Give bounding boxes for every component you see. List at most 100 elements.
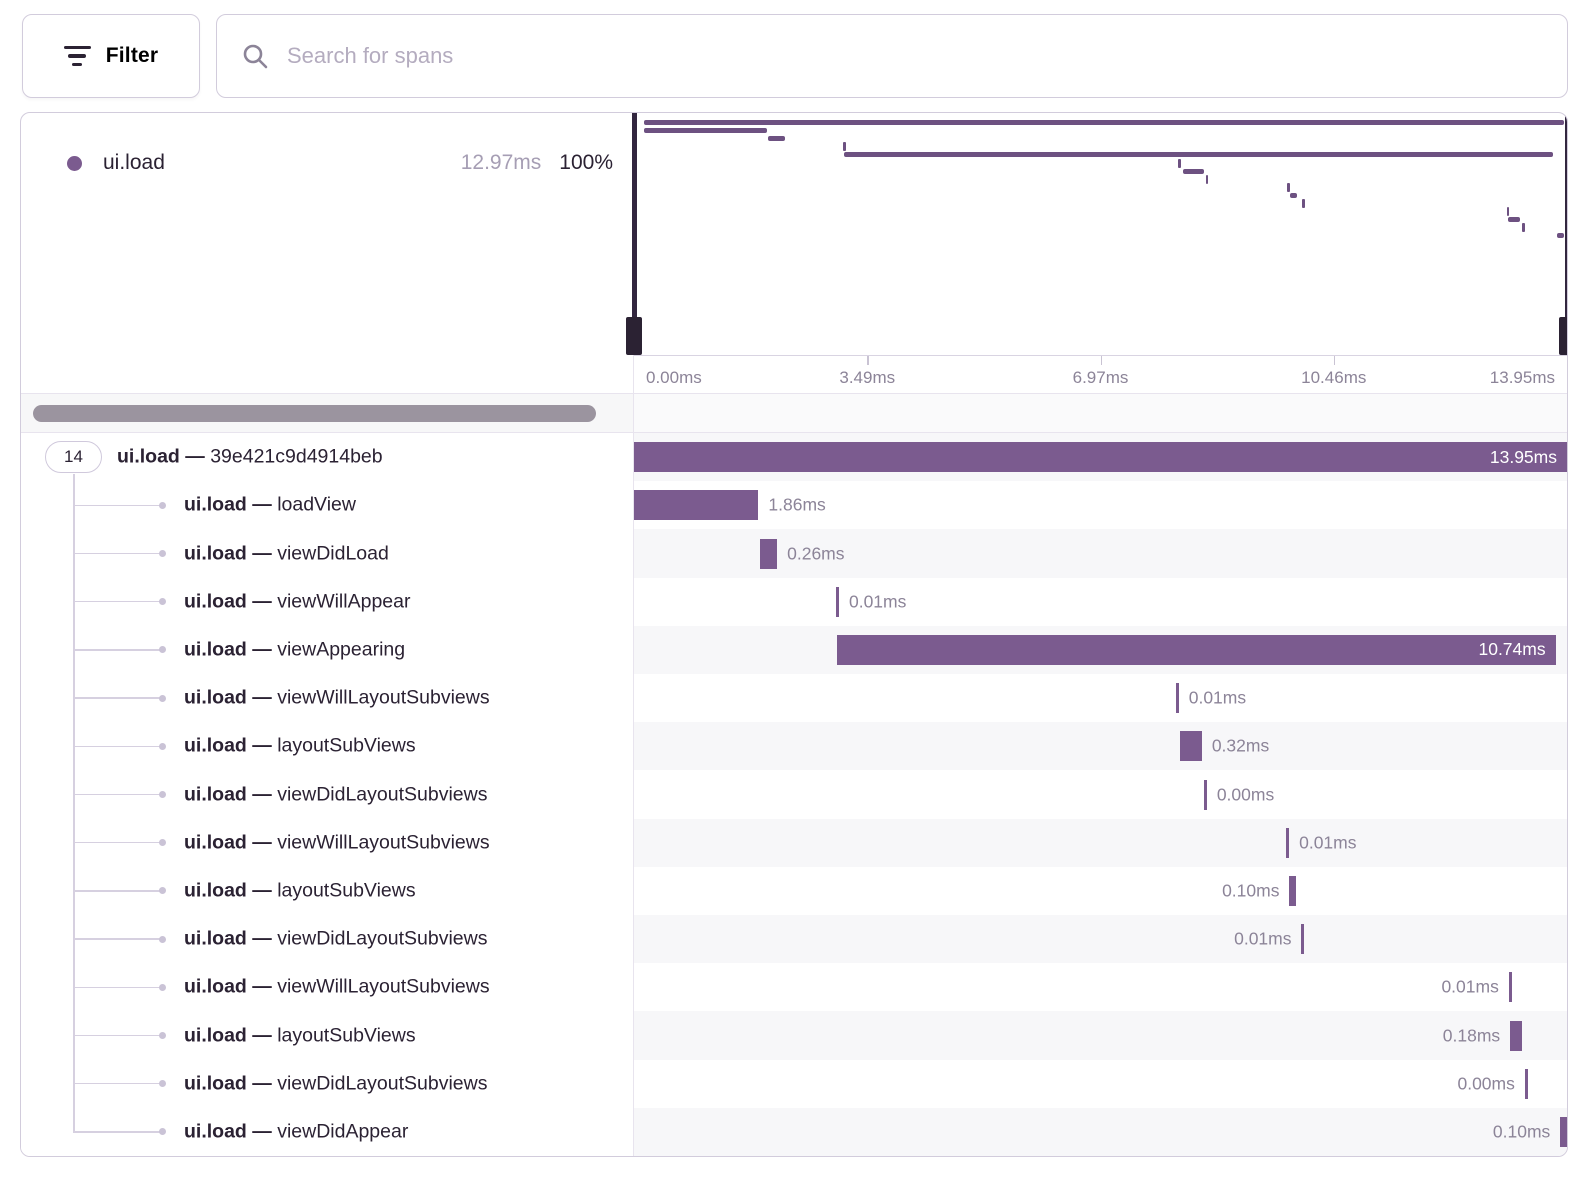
span-row[interactable]: 14 ui.load — 39e421c9d4914beb 13.95ms <box>21 433 1567 482</box>
span-timeline-cell: 0.26ms <box>634 529 1567 578</box>
minimap[interactable] <box>626 113 1567 355</box>
tree-connector-line <box>73 697 161 699</box>
span-bar[interactable] <box>835 586 839 617</box>
trace-panel: ui.load 12.97ms 100% 0.00ms 3.49ms <box>20 112 1568 1157</box>
span-timeline-cell: 0.00ms <box>634 770 1567 819</box>
span-tree-cell[interactable]: 14 ui.load — 39e421c9d4914beb <box>21 433 634 482</box>
axis-label-3: 10.46ms <box>1301 368 1367 387</box>
search-box[interactable] <box>216 14 1568 98</box>
span-bar[interactable] <box>1301 924 1305 955</box>
minimap-span <box>1287 182 1290 192</box>
filter-button[interactable]: Filter <box>22 14 200 98</box>
span-tree-cell[interactable]: ui.load — viewDidLoad <box>21 529 634 578</box>
minimap-span <box>1290 192 1297 198</box>
span-row[interactable]: ui.load — layoutSubViews 0.18ms <box>21 1011 1567 1060</box>
span-tree-cell[interactable]: ui.load — layoutSubViews <box>21 1011 634 1060</box>
span-timeline-cell: 0.01ms <box>634 577 1567 626</box>
span-timeline-cell: 0.01ms <box>634 963 1567 1012</box>
span-tree-cell[interactable]: ui.load — viewAppearing <box>21 625 634 675</box>
span-duration: 0.10ms <box>1222 880 1280 901</box>
tree-connector-line <box>73 745 161 748</box>
span-row[interactable]: ui.load — viewWillLayoutSubviews 0.01ms <box>21 674 1567 723</box>
span-count-badge[interactable]: 14 <box>45 441 102 474</box>
span-tree-cell[interactable]: ui.load — viewDidLayoutSubviews <box>21 770 634 819</box>
span-bar[interactable] <box>1286 827 1290 858</box>
span-bar[interactable] <box>1560 1116 1567 1147</box>
span-timeline-cell: 10.74ms <box>634 625 1567 675</box>
span-bar[interactable] <box>1180 731 1202 762</box>
toolbar: Filter <box>22 14 1568 98</box>
span-duration: 0.00ms <box>1457 1073 1515 1094</box>
span-tree-cell[interactable]: ui.load — viewWillLayoutSubviews <box>21 674 634 723</box>
tree-connector-line <box>73 890 161 892</box>
legend-color-dot-icon <box>67 155 82 171</box>
span-label: ui.load — viewDidLoad <box>184 542 389 564</box>
span-bar[interactable]: 10.74ms <box>837 634 1556 665</box>
tree-connector-line <box>73 1107 75 1132</box>
legend-panel: ui.load 12.97ms 100% <box>21 113 634 393</box>
span-row[interactable]: ui.load — viewWillLayoutSubviews 0.01ms <box>21 963 1567 1012</box>
span-row[interactable]: ui.load — viewWillLayoutSubviews 0.01ms <box>21 818 1567 867</box>
span-duration: 0.01ms <box>1188 687 1247 708</box>
span-timeline-cell: 0.32ms <box>634 722 1567 771</box>
minimap-span <box>644 128 767 134</box>
span-row[interactable]: ui.load — loadView 1.86ms <box>21 481 1567 530</box>
span-bar[interactable] <box>1508 972 1512 1003</box>
span-duration: 13.95ms <box>1489 446 1557 467</box>
span-row[interactable]: ui.load — layoutSubViews 0.10ms <box>21 866 1567 916</box>
span-duration: 0.01ms <box>1299 832 1357 853</box>
span-tree-cell[interactable]: ui.load — layoutSubViews <box>21 866 634 916</box>
tree-connector-dot <box>159 598 166 606</box>
span-tree-cell[interactable]: ui.load — layoutSubViews <box>21 722 634 771</box>
tree-connector-dot <box>159 501 166 509</box>
span-timeline-cell: 0.01ms <box>634 915 1567 964</box>
axis-label-4: 13.95ms <box>1489 368 1555 387</box>
span-bar[interactable] <box>759 538 778 569</box>
span-bar[interactable] <box>1175 683 1179 714</box>
span-tree-cell[interactable]: ui.load — viewDidLayoutSubviews <box>21 915 634 964</box>
span-bar[interactable] <box>1524 1068 1528 1099</box>
minimap-spans <box>644 113 1564 355</box>
search-input[interactable] <box>287 43 1543 69</box>
span-label: ui.load — viewWillLayoutSubviews <box>184 975 490 998</box>
tree-connector-dot <box>159 791 166 799</box>
span-tree-cell[interactable]: ui.load — viewWillAppear <box>21 577 634 626</box>
span-duration: 0.01ms <box>1234 928 1292 949</box>
horizontal-scrollbar-thumb[interactable] <box>33 405 596 422</box>
span-label: ui.load — viewWillLayoutSubviews <box>184 831 490 854</box>
minimap-span <box>1506 207 1510 217</box>
span-tree-cell[interactable]: ui.load — loadView <box>21 481 634 530</box>
span-bar[interactable] <box>634 490 759 521</box>
span-duration: 0.18ms <box>1442 1025 1501 1046</box>
span-bar[interactable] <box>1510 1020 1523 1051</box>
minimap-left-handle[interactable] <box>626 113 643 355</box>
span-row[interactable]: ui.load — viewAppearing 10.74ms <box>21 625 1567 675</box>
span-row[interactable]: ui.load — viewDidLoad 0.26ms <box>21 529 1567 578</box>
span-tree-cell[interactable]: ui.load — viewDidLayoutSubviews <box>21 1059 634 1108</box>
tree-connector-dot <box>159 839 166 847</box>
span-bar[interactable] <box>1203 779 1207 810</box>
span-duration: 0.01ms <box>848 591 907 612</box>
span-row[interactable]: ui.load — viewDidAppear 0.10ms <box>21 1107 1567 1156</box>
span-label: ui.load — loadView <box>184 493 356 516</box>
minimap-span <box>767 136 786 142</box>
span-tree-cell[interactable]: ui.load — viewWillLayoutSubviews <box>21 818 634 867</box>
span-row[interactable]: ui.load — layoutSubViews 0.32ms <box>21 722 1567 771</box>
span-row[interactable]: ui.load — viewDidLayoutSubviews 0.00ms <box>21 1059 1567 1108</box>
tree-connector-line <box>73 1034 161 1037</box>
span-row[interactable]: ui.load — viewDidLayoutSubviews 0.00ms <box>21 770 1567 819</box>
span-tree-cell[interactable]: ui.load — viewDidAppear <box>21 1107 634 1156</box>
search-icon <box>243 44 268 69</box>
span-tree-cell[interactable]: ui.load — viewWillLayoutSubviews <box>21 963 634 1012</box>
minimap-right-handle[interactable] <box>1558 113 1567 355</box>
span-row[interactable]: ui.load — viewDidLayoutSubviews 0.01ms <box>21 915 1567 964</box>
tree-connector-line <box>73 504 161 507</box>
minimap-right-grip[interactable] <box>1558 317 1567 355</box>
legend-item-ui-load[interactable]: ui.load 12.97ms 100% <box>67 151 613 175</box>
minimap-span <box>844 152 1553 158</box>
minimap-left-grip[interactable] <box>626 317 643 355</box>
span-bar[interactable]: 13.95ms <box>634 442 1567 473</box>
span-timeline-cell: 0.00ms <box>634 1059 1567 1108</box>
span-bar[interactable] <box>1289 875 1297 906</box>
span-row[interactable]: ui.load — viewWillAppear 0.01ms <box>21 577 1567 626</box>
